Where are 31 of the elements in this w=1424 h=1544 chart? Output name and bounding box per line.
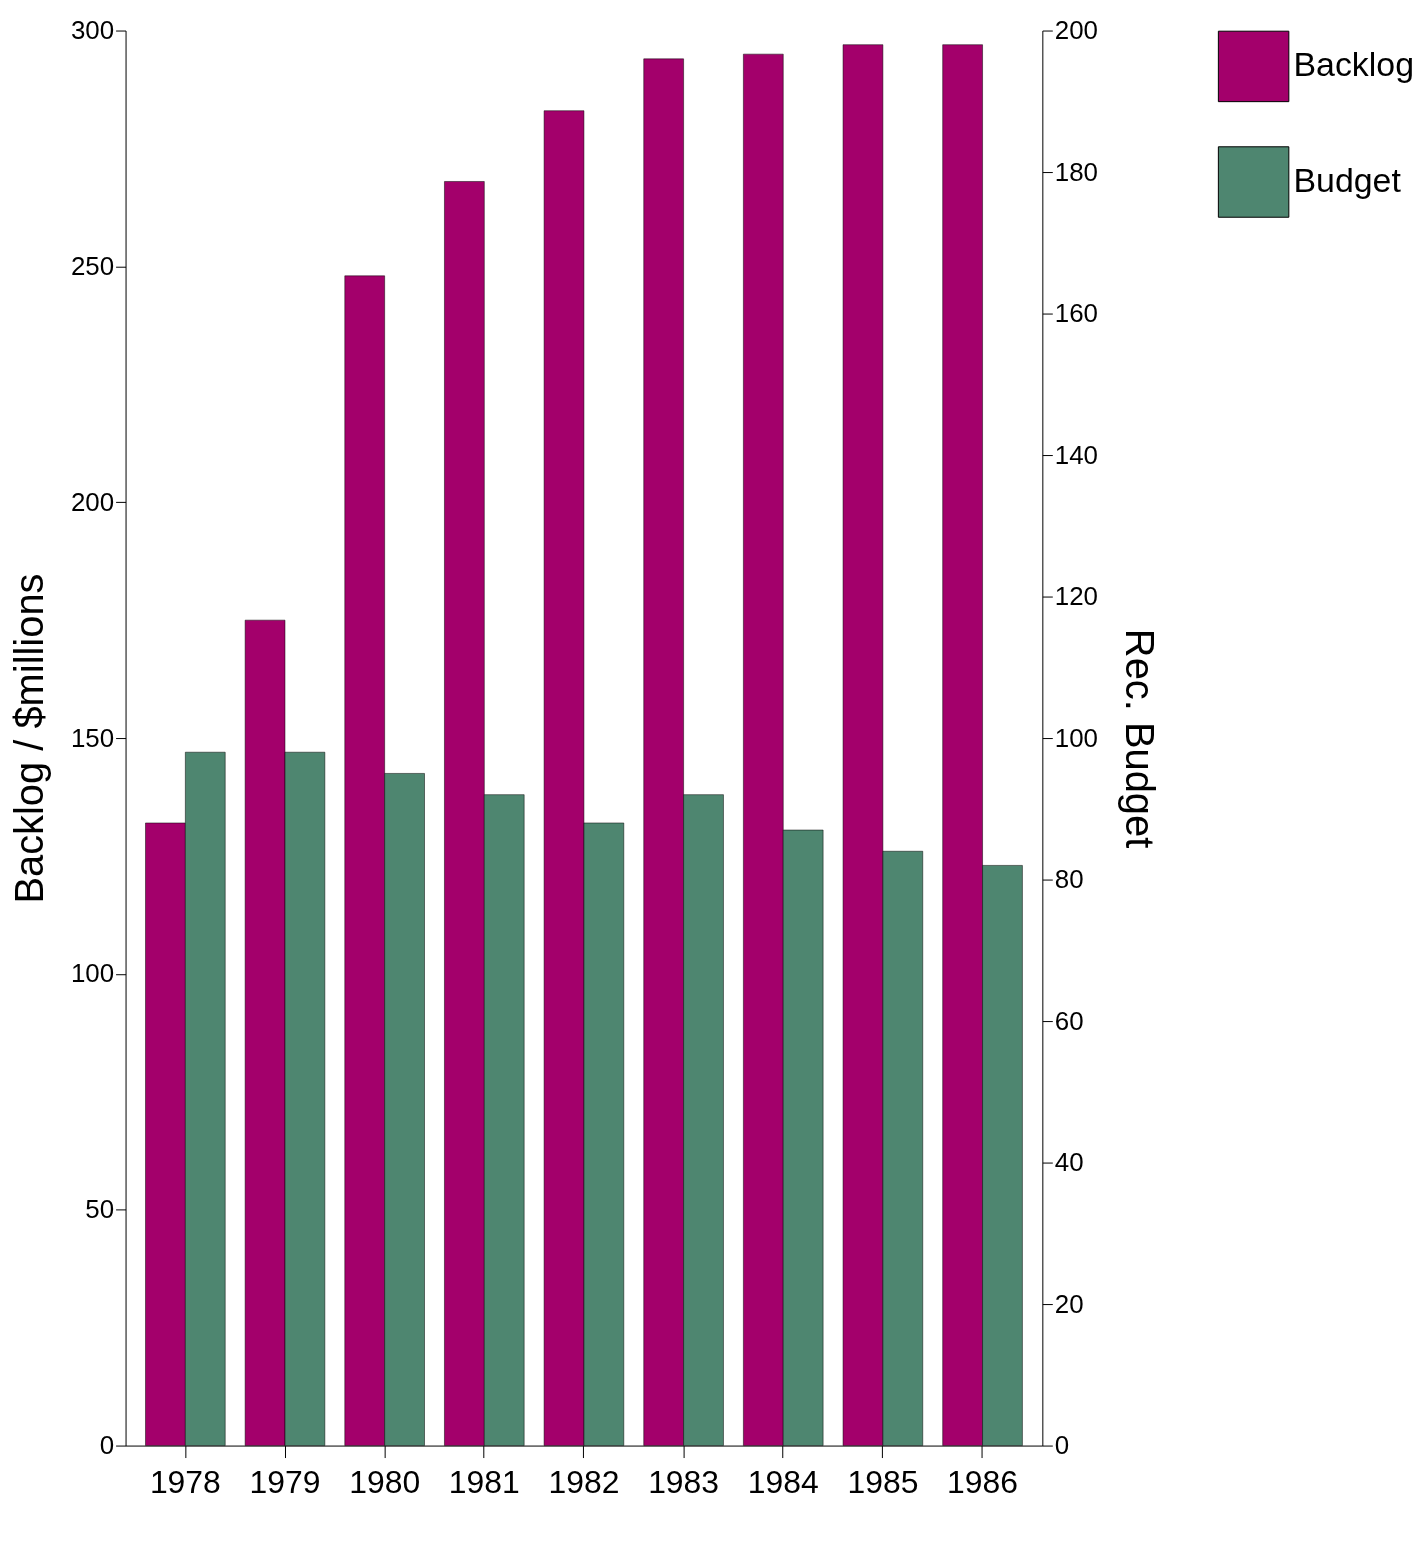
x-tick-label: 1983 [648,1463,720,1500]
y-tick-label: 0 [99,1431,115,1460]
y2-tick-label: 120 [1054,582,1098,611]
x-tick-label: 1980 [349,1463,421,1500]
y2-axis-title: Rec. Budget [1117,628,1162,849]
y2-tick-label: 180 [1054,157,1098,186]
y2-tick-label: 200 [1054,16,1098,45]
y2-tick-label: 80 [1054,865,1084,894]
x-tick-label: 1978 [149,1463,221,1500]
y2-tick-label: 40 [1054,1148,1084,1177]
y2-tick-label: 20 [1054,1289,1084,1318]
legend-label: Budget [1293,160,1402,199]
y-tick-label: 100 [70,959,115,988]
x-tick-label: 1984 [747,1463,819,1500]
x-tick-label: 1981 [448,1463,520,1500]
y-tick-label: 200 [70,487,115,516]
x-tick-label: 1979 [249,1463,321,1500]
y-tick-label: 300 [70,16,115,45]
y2-tick-label: 0 [1054,1431,1070,1460]
y2-tick-label: 100 [1054,723,1098,752]
y-tick-label: 50 [85,1195,115,1224]
x-tick-label: 1985 [847,1463,919,1500]
y2-tick-label: 140 [1054,440,1098,469]
y2-tick-label: 160 [1054,299,1098,328]
y-tick-label: 150 [70,723,115,752]
x-tick-label: 1982 [548,1463,620,1500]
x-tick-label: 1986 [947,1463,1019,1500]
legend-label: Backlog [1293,45,1414,84]
y-tick-label: 250 [70,251,115,280]
y2-tick-label: 60 [1054,1006,1084,1035]
y-axis-title: Backlog / $millions [6,573,51,904]
